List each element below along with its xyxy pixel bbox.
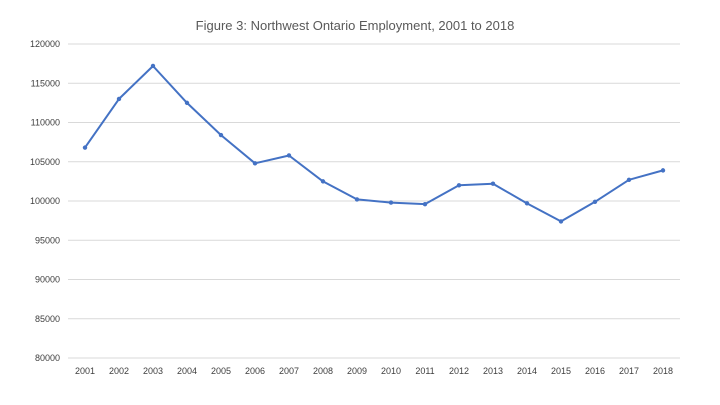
series-line bbox=[84, 65, 664, 223]
data-point-2018 bbox=[660, 168, 666, 173]
data-point-2015 bbox=[558, 219, 564, 224]
x-tick-label: 2001 bbox=[75, 366, 95, 376]
y-tick-label: 80000 bbox=[35, 353, 60, 363]
chart-title: Figure 3: Northwest Ontario Employment, … bbox=[196, 18, 515, 33]
data-point-2008 bbox=[320, 179, 326, 184]
y-tick-label: 100000 bbox=[30, 196, 60, 206]
x-tick-label: 2008 bbox=[313, 366, 333, 376]
data-point-2010 bbox=[388, 200, 394, 205]
data-point-2007 bbox=[286, 153, 292, 158]
x-tick-label: 2016 bbox=[585, 366, 605, 376]
x-tick-label: 2011 bbox=[415, 366, 434, 376]
data-point-2006 bbox=[252, 161, 258, 166]
y-tick-label: 110000 bbox=[31, 118, 60, 128]
data-point-2011 bbox=[422, 201, 428, 207]
x-tick-label: 2013 bbox=[483, 366, 503, 376]
x-tick-label: 2018 bbox=[653, 366, 673, 376]
x-tick-label: 2014 bbox=[517, 366, 537, 376]
y-tick-label: 95000 bbox=[35, 235, 60, 245]
x-tick-label: 2002 bbox=[109, 366, 129, 376]
x-tick-label: 2009 bbox=[347, 366, 367, 376]
y-tick-label: 120000 bbox=[30, 39, 60, 49]
y-tick-label: 90000 bbox=[35, 275, 60, 285]
data-point-2014 bbox=[524, 201, 530, 206]
x-tick-label: 2017 bbox=[619, 366, 639, 376]
series-layer bbox=[82, 63, 666, 224]
data-point-2001 bbox=[82, 145, 88, 150]
y-axis-tick-labels: 80000 85000 90000 95000 100000 105000 110000 11… bbox=[30, 39, 60, 363]
data-point-2013 bbox=[490, 181, 496, 186]
y-tick-label: 115000 bbox=[31, 78, 60, 88]
y-tick-label: 85000 bbox=[35, 314, 60, 324]
x-tick-label: 2003 bbox=[143, 366, 163, 376]
x-tick-label: 2006 bbox=[245, 366, 265, 376]
x-axis-tick-labels: 2001 2002 2003 2004 2005 2006 2007 2008 2009 2010… bbox=[75, 366, 673, 376]
data-point-2004 bbox=[184, 100, 190, 106]
data-point-2017 bbox=[626, 177, 632, 183]
x-tick-label: 2012 bbox=[449, 366, 469, 376]
x-tick-label: 2007 bbox=[279, 366, 299, 376]
x-tick-label: 2005 bbox=[211, 366, 231, 376]
data-point-2003 bbox=[150, 63, 156, 69]
data-point-2009 bbox=[354, 197, 360, 202]
data-point-2005 bbox=[218, 132, 224, 138]
data-point-2002 bbox=[116, 96, 122, 102]
x-tick-label: 2004 bbox=[177, 366, 197, 376]
data-point-2016 bbox=[592, 199, 598, 204]
x-tick-label: 2010 bbox=[381, 366, 401, 376]
data-point-2012 bbox=[456, 183, 462, 188]
x-tick-label: 2015 bbox=[551, 366, 571, 376]
y-tick-label: 105000 bbox=[30, 157, 60, 167]
